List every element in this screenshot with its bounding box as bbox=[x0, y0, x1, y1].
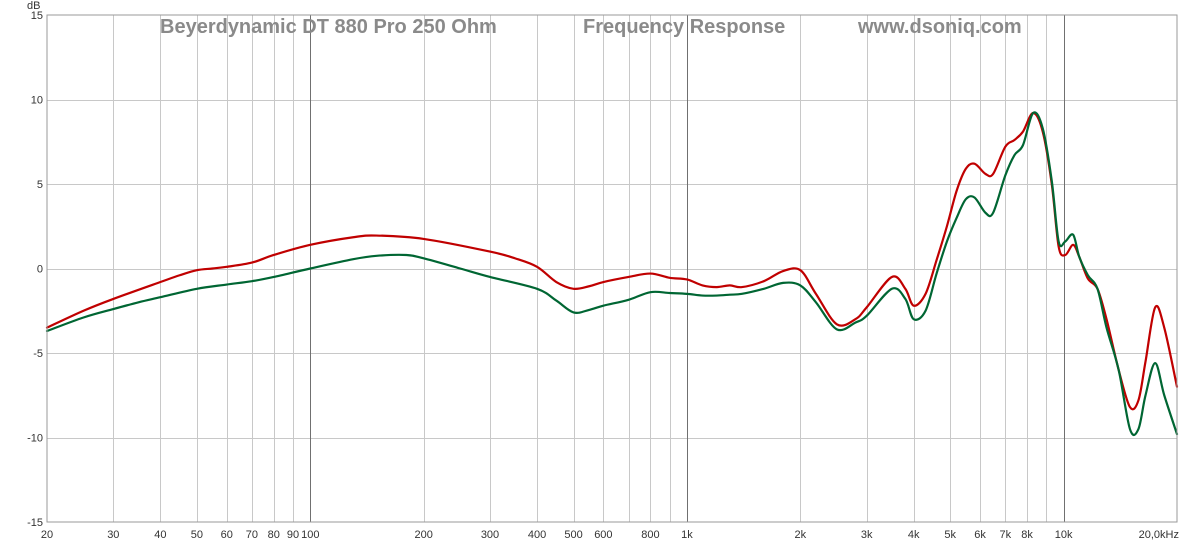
series-layer bbox=[45, 111, 1179, 436]
x-tick-label: 600 bbox=[594, 529, 612, 541]
x-tick-label: 3k bbox=[861, 529, 873, 541]
x-tick-label: 5k bbox=[944, 529, 956, 541]
y-tick-label: -15 bbox=[27, 517, 43, 529]
x-tick-label: 6k bbox=[974, 529, 986, 541]
x-tick-label: 500 bbox=[564, 529, 582, 541]
x-tick-label: 8k bbox=[1021, 529, 1033, 541]
y-tick-label: 15 bbox=[31, 10, 43, 22]
plot-frame bbox=[46, 14, 1178, 523]
y-tick-label: 5 bbox=[37, 179, 43, 191]
x-tick-label: 20,0kHz bbox=[1139, 529, 1179, 541]
x-tick-label: 90 bbox=[287, 529, 299, 541]
x-tick-label: 80 bbox=[268, 529, 280, 541]
x-tick-label: 60 bbox=[221, 529, 233, 541]
x-tick-label: 200 bbox=[414, 529, 432, 541]
y-tick-label: -10 bbox=[27, 433, 43, 445]
x-tick-label: 20 bbox=[41, 529, 53, 541]
x-tick-label: 50 bbox=[191, 529, 203, 541]
x-tick-label: 400 bbox=[528, 529, 546, 541]
series-line-1 bbox=[45, 111, 1179, 411]
chart-title: Frequency Response bbox=[583, 16, 785, 38]
plot-area bbox=[47, 15, 1177, 522]
x-tick-label: 10k bbox=[1055, 529, 1073, 541]
minor-grid bbox=[47, 15, 1177, 522]
y-tick-label: 0 bbox=[37, 264, 43, 276]
x-tick-label: 40 bbox=[154, 529, 166, 541]
y-tick-label: 10 bbox=[31, 95, 43, 107]
y-axis-ticks: 15 10 5 0 -5 -10 -15 bbox=[27, 10, 43, 529]
x-axis-ticks: 20 30 40 50 60 70 80 90 100 200 300 400 500 600 800 1k 2… bbox=[41, 529, 1179, 541]
y-axis-unit-label: dB bbox=[27, 0, 40, 12]
x-tick-label: 30 bbox=[107, 529, 119, 541]
x-tick-label: 800 bbox=[641, 529, 659, 541]
x-tick-label: 4k bbox=[908, 529, 920, 541]
x-tick-label: 2k bbox=[795, 529, 807, 541]
x-tick-label: 300 bbox=[481, 529, 499, 541]
x-tick-label: 70 bbox=[246, 529, 258, 541]
x-tick-label: 7k bbox=[999, 529, 1011, 541]
x-tick-label: 1k bbox=[681, 529, 693, 541]
chart-site-label: www.dsoniq.com bbox=[857, 16, 1022, 38]
x-tick-label: 100 bbox=[301, 529, 319, 541]
chart-model-title: Beyerdynamic DT 880 Pro 250 Ohm bbox=[160, 16, 497, 38]
series-line-2 bbox=[45, 111, 1179, 436]
y-tick-label: -5 bbox=[33, 348, 43, 360]
